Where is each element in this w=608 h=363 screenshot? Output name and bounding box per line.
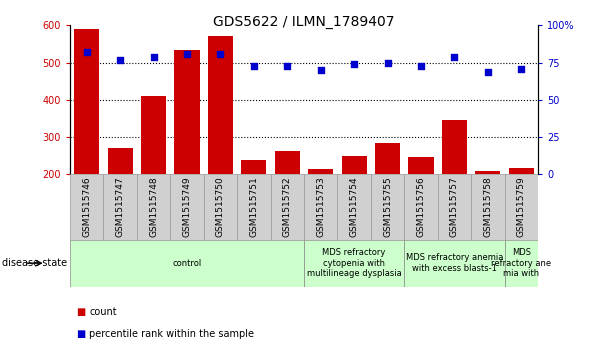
Bar <box>70 240 304 287</box>
Point <box>282 63 292 69</box>
Bar <box>337 174 371 240</box>
Point <box>215 51 225 57</box>
Text: GSM1515759: GSM1515759 <box>517 176 526 237</box>
Bar <box>442 120 467 174</box>
Bar <box>509 168 534 174</box>
Text: GSM1515750: GSM1515750 <box>216 176 225 237</box>
Bar <box>70 174 103 240</box>
Text: MDS
refractory ane
mia with: MDS refractory ane mia with <box>491 248 551 278</box>
Bar <box>103 174 137 240</box>
Bar <box>505 174 538 240</box>
Text: GSM1515755: GSM1515755 <box>383 176 392 237</box>
Text: control: control <box>172 259 202 268</box>
Bar <box>141 96 166 174</box>
Point <box>316 67 326 73</box>
Text: MDS refractory
cytopenia with
multilineage dysplasia: MDS refractory cytopenia with multilinea… <box>307 248 401 278</box>
Point <box>449 54 460 60</box>
Point <box>249 63 259 69</box>
Text: count: count <box>89 307 117 317</box>
Point <box>182 51 192 57</box>
Text: GSM1515746: GSM1515746 <box>82 176 91 237</box>
Text: GSM1515758: GSM1515758 <box>483 176 492 237</box>
Text: GSM1515749: GSM1515749 <box>182 176 192 237</box>
Bar <box>409 158 434 174</box>
Point <box>483 69 493 74</box>
Text: GSM1515754: GSM1515754 <box>350 176 359 237</box>
Bar <box>404 240 505 287</box>
Text: GSM1515752: GSM1515752 <box>283 176 292 237</box>
Bar <box>438 174 471 240</box>
Bar <box>404 174 438 240</box>
Text: ■: ■ <box>76 329 85 339</box>
Bar <box>304 240 404 287</box>
Bar <box>342 156 367 174</box>
Bar <box>275 151 300 174</box>
Bar <box>174 50 199 174</box>
Bar <box>237 174 271 240</box>
Bar <box>371 174 404 240</box>
Text: GSM1515751: GSM1515751 <box>249 176 258 237</box>
Bar <box>108 148 133 174</box>
Text: GSM1515757: GSM1515757 <box>450 176 459 237</box>
Text: GSM1515748: GSM1515748 <box>149 176 158 237</box>
Bar <box>308 169 333 174</box>
Text: GSM1515747: GSM1515747 <box>116 176 125 237</box>
Text: GSM1515753: GSM1515753 <box>316 176 325 237</box>
Text: GDS5622 / ILMN_1789407: GDS5622 / ILMN_1789407 <box>213 15 395 29</box>
Point <box>148 54 158 60</box>
Bar <box>505 240 538 287</box>
Bar <box>304 174 337 240</box>
Bar <box>475 171 500 174</box>
Point <box>416 63 426 69</box>
Bar <box>74 29 99 174</box>
Bar <box>137 174 170 240</box>
Point <box>81 49 91 55</box>
Text: disease state: disease state <box>2 258 67 268</box>
Text: ■: ■ <box>76 307 85 317</box>
Bar <box>204 174 237 240</box>
Point <box>517 66 527 72</box>
Point <box>115 57 125 62</box>
Bar <box>208 36 233 174</box>
Text: GSM1515756: GSM1515756 <box>416 176 426 237</box>
Point <box>383 60 393 65</box>
Text: percentile rank within the sample: percentile rank within the sample <box>89 329 254 339</box>
Bar <box>241 160 266 174</box>
Text: MDS refractory anemia
with excess blasts-1: MDS refractory anemia with excess blasts… <box>406 253 503 273</box>
Bar <box>271 174 304 240</box>
Point <box>349 61 359 67</box>
Bar <box>471 174 505 240</box>
Bar <box>170 174 204 240</box>
Bar <box>375 143 400 174</box>
